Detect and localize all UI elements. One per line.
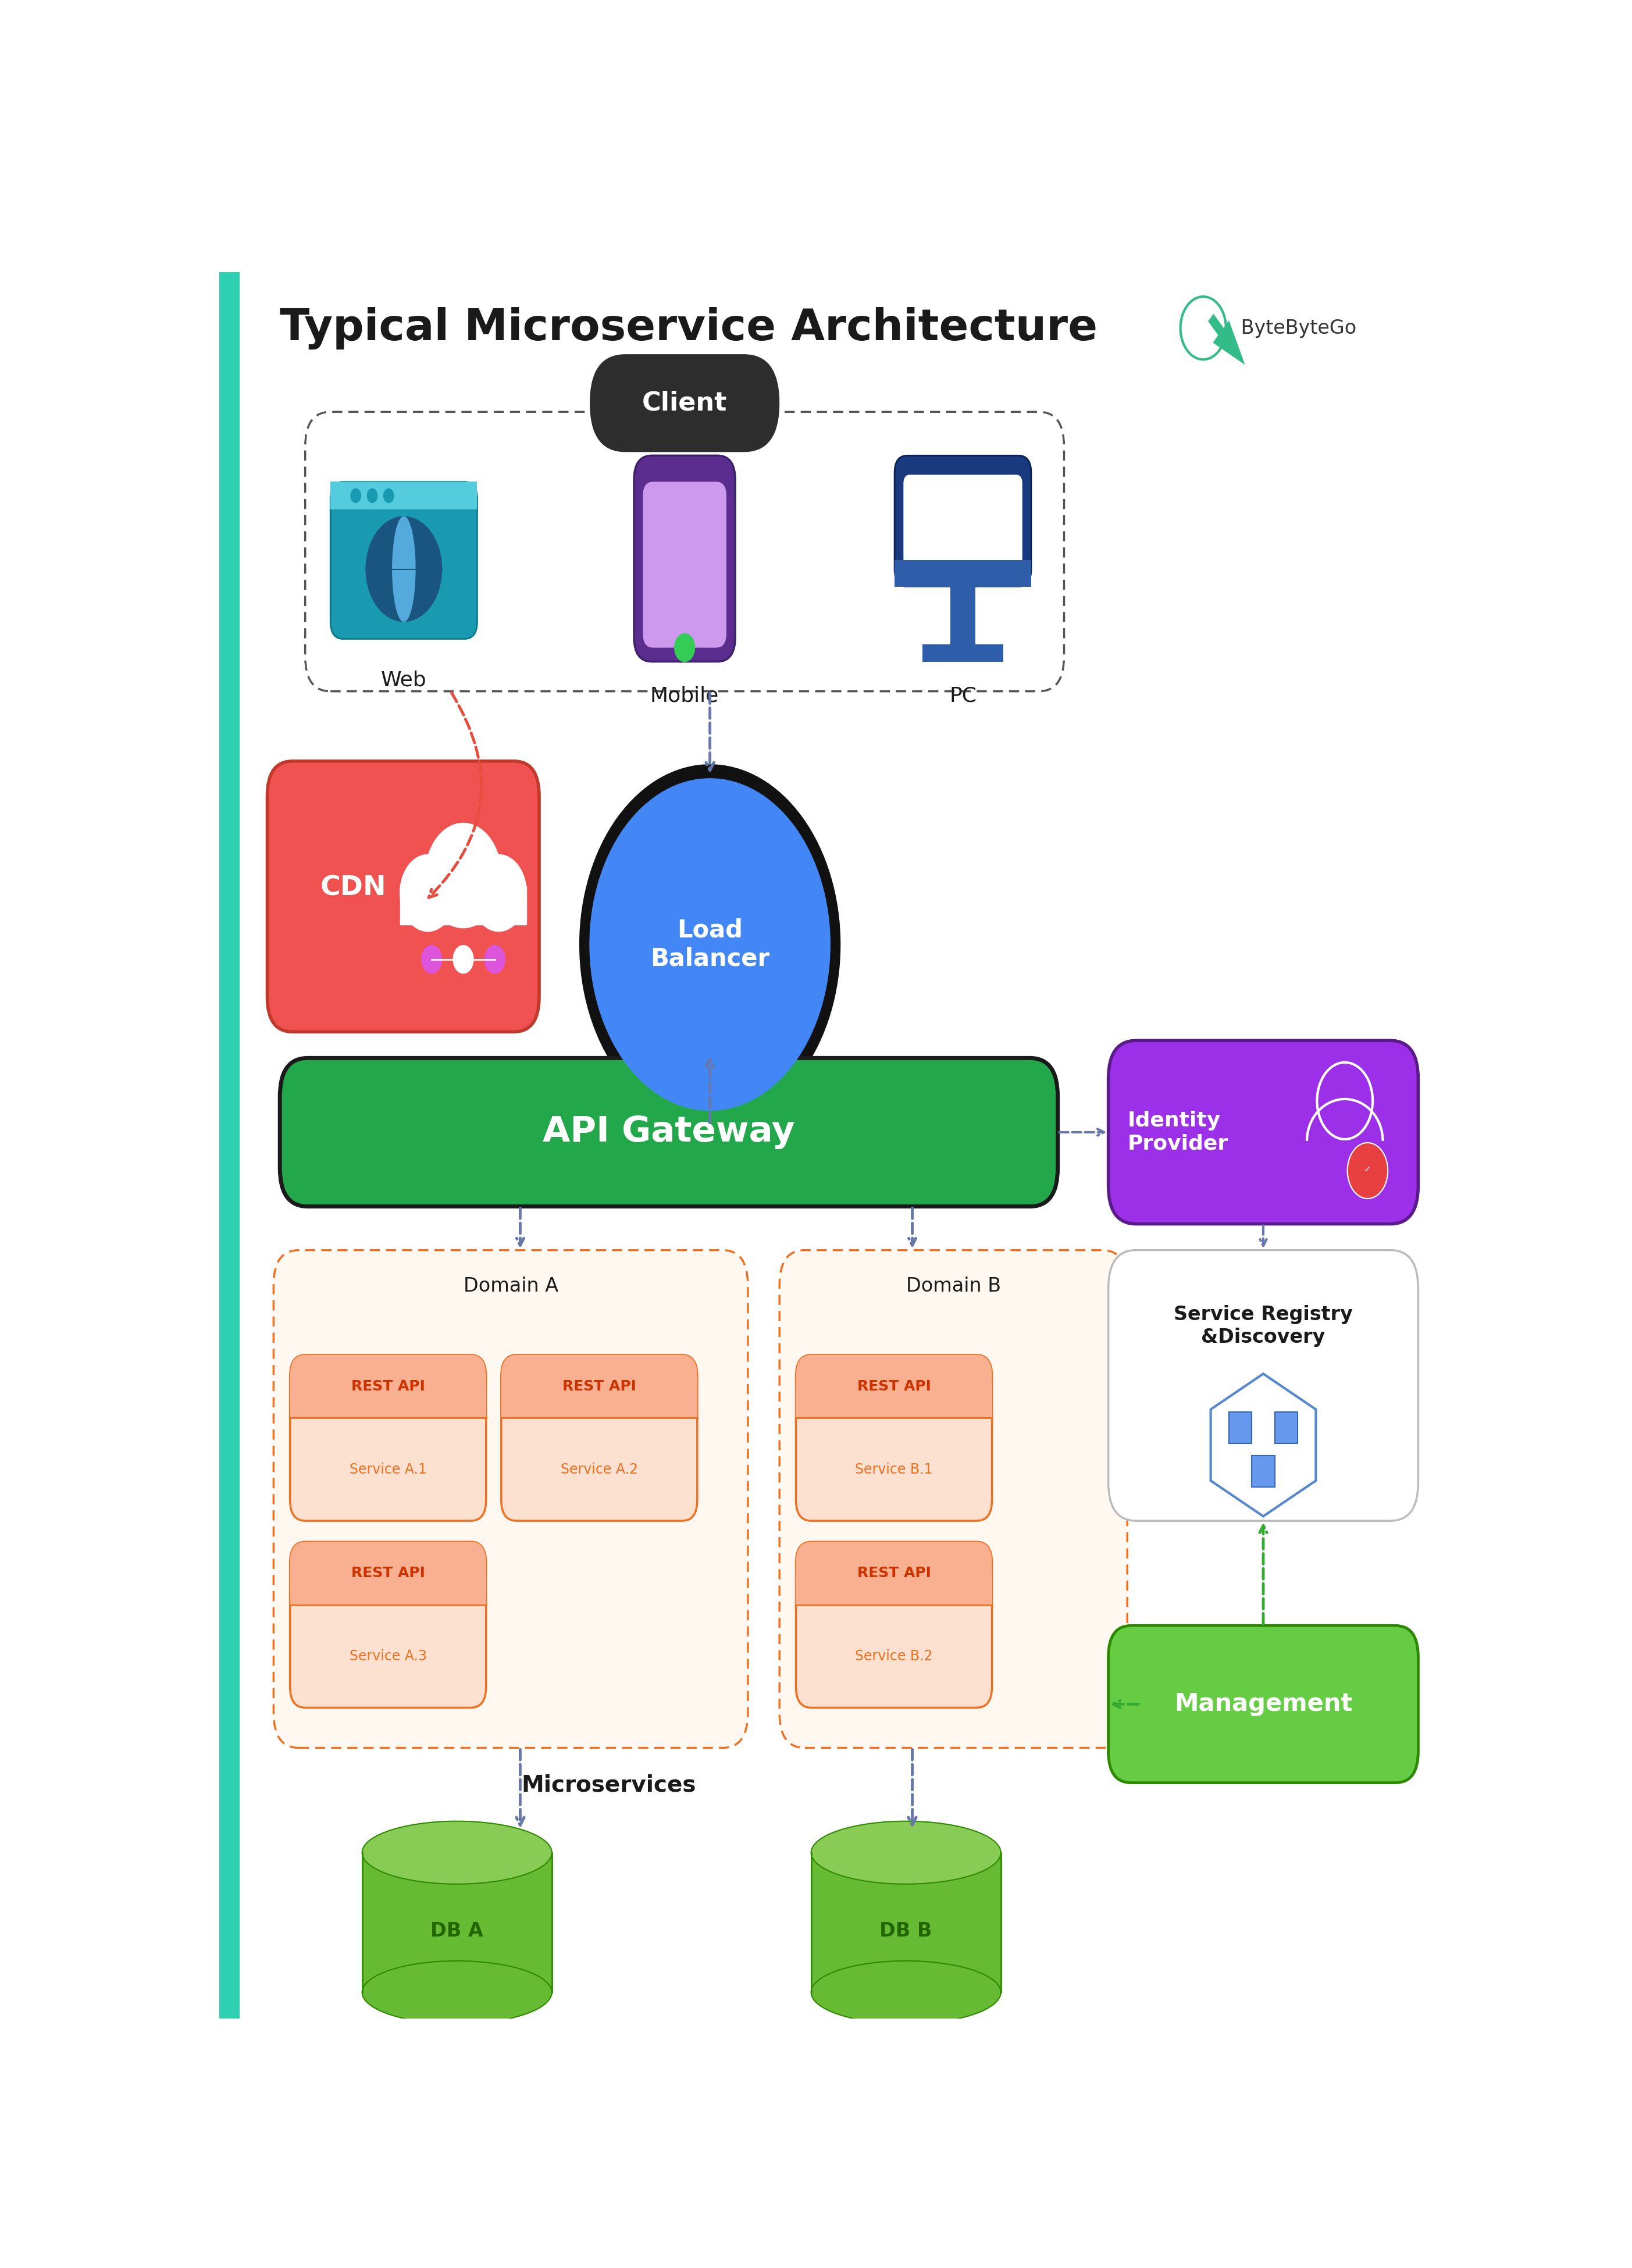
FancyBboxPatch shape — [290, 1354, 486, 1522]
Bar — [1252, 1456, 1275, 1488]
Text: REST API: REST API — [563, 1379, 636, 1393]
FancyBboxPatch shape — [796, 1354, 992, 1522]
Bar — [362, 1853, 552, 1991]
Bar — [922, 644, 1004, 662]
FancyArrowPatch shape — [909, 1749, 916, 1826]
FancyBboxPatch shape — [290, 1354, 486, 1418]
Bar — [1229, 1413, 1252, 1442]
Circle shape — [351, 488, 361, 503]
FancyBboxPatch shape — [305, 413, 1064, 692]
Circle shape — [384, 488, 393, 503]
FancyArrowPatch shape — [909, 1209, 916, 1245]
FancyArrowPatch shape — [1113, 1701, 1139, 1708]
FancyArrowPatch shape — [1260, 1225, 1266, 1245]
Bar — [290, 1574, 486, 1606]
FancyBboxPatch shape — [796, 1354, 992, 1418]
FancyBboxPatch shape — [589, 354, 780, 451]
Text: Service A.2: Service A.2 — [560, 1463, 638, 1476]
FancyBboxPatch shape — [290, 1542, 486, 1606]
Text: PC: PC — [950, 685, 976, 705]
Bar — [400, 887, 527, 925]
Circle shape — [426, 823, 501, 928]
Bar — [1275, 1413, 1297, 1442]
Circle shape — [579, 764, 840, 1125]
Circle shape — [367, 488, 377, 503]
Text: CDN: CDN — [320, 875, 387, 900]
FancyBboxPatch shape — [1108, 1041, 1418, 1225]
Bar — [796, 1574, 992, 1606]
FancyArrowPatch shape — [1059, 1129, 1103, 1136]
Bar — [950, 587, 976, 649]
Bar — [811, 1853, 1000, 1991]
Text: ✓: ✓ — [1364, 1163, 1371, 1173]
FancyBboxPatch shape — [796, 1542, 992, 1708]
Circle shape — [472, 855, 527, 932]
FancyArrowPatch shape — [429, 692, 481, 898]
FancyBboxPatch shape — [1108, 1626, 1418, 1783]
FancyBboxPatch shape — [1108, 1250, 1418, 1522]
Text: REST API: REST API — [857, 1567, 930, 1581]
Text: Mobile: Mobile — [650, 685, 720, 705]
FancyArrowPatch shape — [517, 1209, 524, 1245]
Ellipse shape — [392, 517, 415, 621]
Text: Domain B: Domain B — [906, 1277, 1000, 1295]
Text: Service A.1: Service A.1 — [349, 1463, 426, 1476]
Text: Service B.2: Service B.2 — [855, 1649, 934, 1662]
Ellipse shape — [362, 1962, 552, 2023]
FancyArrowPatch shape — [707, 694, 713, 771]
Text: Service B.1: Service B.1 — [855, 1463, 934, 1476]
Text: DB B: DB B — [880, 1921, 932, 1941]
Circle shape — [485, 946, 504, 973]
Circle shape — [589, 778, 831, 1111]
FancyBboxPatch shape — [274, 1250, 747, 1749]
Circle shape — [421, 946, 442, 973]
Ellipse shape — [362, 1821, 552, 1885]
Ellipse shape — [811, 1821, 1000, 1885]
Text: Service Registry
&Discovery: Service Registry &Discovery — [1173, 1304, 1353, 1347]
Text: Microservices: Microservices — [521, 1774, 697, 1796]
Bar — [330, 481, 477, 510]
Bar — [796, 1386, 992, 1418]
FancyBboxPatch shape — [780, 1250, 1128, 1749]
FancyBboxPatch shape — [268, 762, 539, 1032]
FancyBboxPatch shape — [904, 474, 1022, 574]
Ellipse shape — [811, 1962, 1000, 2023]
Text: Domain A: Domain A — [463, 1277, 558, 1295]
Circle shape — [674, 633, 695, 662]
Text: Identity
Provider: Identity Provider — [1128, 1111, 1227, 1154]
Circle shape — [1348, 1143, 1387, 1198]
Text: Management: Management — [1173, 1692, 1353, 1717]
FancyArrow shape — [1208, 313, 1245, 365]
Text: Load
Balancer: Load Balancer — [650, 919, 770, 971]
Circle shape — [454, 946, 473, 973]
FancyArrowPatch shape — [1260, 1526, 1266, 1624]
FancyBboxPatch shape — [643, 481, 726, 649]
FancyArrowPatch shape — [516, 1749, 524, 1826]
FancyBboxPatch shape — [290, 1542, 486, 1708]
FancyArrowPatch shape — [707, 1059, 713, 1123]
Text: Service A.3: Service A.3 — [349, 1649, 426, 1662]
Text: REST API: REST API — [351, 1567, 424, 1581]
Circle shape — [366, 517, 442, 621]
Text: DB A: DB A — [431, 1921, 483, 1941]
Text: Client: Client — [641, 390, 728, 415]
Circle shape — [400, 855, 455, 932]
Text: REST API: REST API — [857, 1379, 930, 1393]
FancyBboxPatch shape — [894, 456, 1031, 587]
Text: Web: Web — [380, 671, 426, 689]
FancyBboxPatch shape — [501, 1354, 697, 1418]
FancyBboxPatch shape — [635, 456, 736, 662]
Bar — [501, 1386, 697, 1418]
Bar — [290, 1386, 486, 1418]
FancyBboxPatch shape — [281, 1057, 1058, 1207]
Bar — [894, 560, 1031, 587]
Text: Typical Microservice Architecture: Typical Microservice Architecture — [281, 306, 1098, 349]
FancyBboxPatch shape — [796, 1542, 992, 1606]
Text: ByteByteGo: ByteByteGo — [1235, 318, 1356, 338]
Text: API Gateway: API Gateway — [543, 1116, 795, 1150]
FancyBboxPatch shape — [330, 481, 477, 640]
FancyBboxPatch shape — [501, 1354, 697, 1522]
Text: REST API: REST API — [351, 1379, 424, 1393]
Bar — [219, 272, 240, 2019]
